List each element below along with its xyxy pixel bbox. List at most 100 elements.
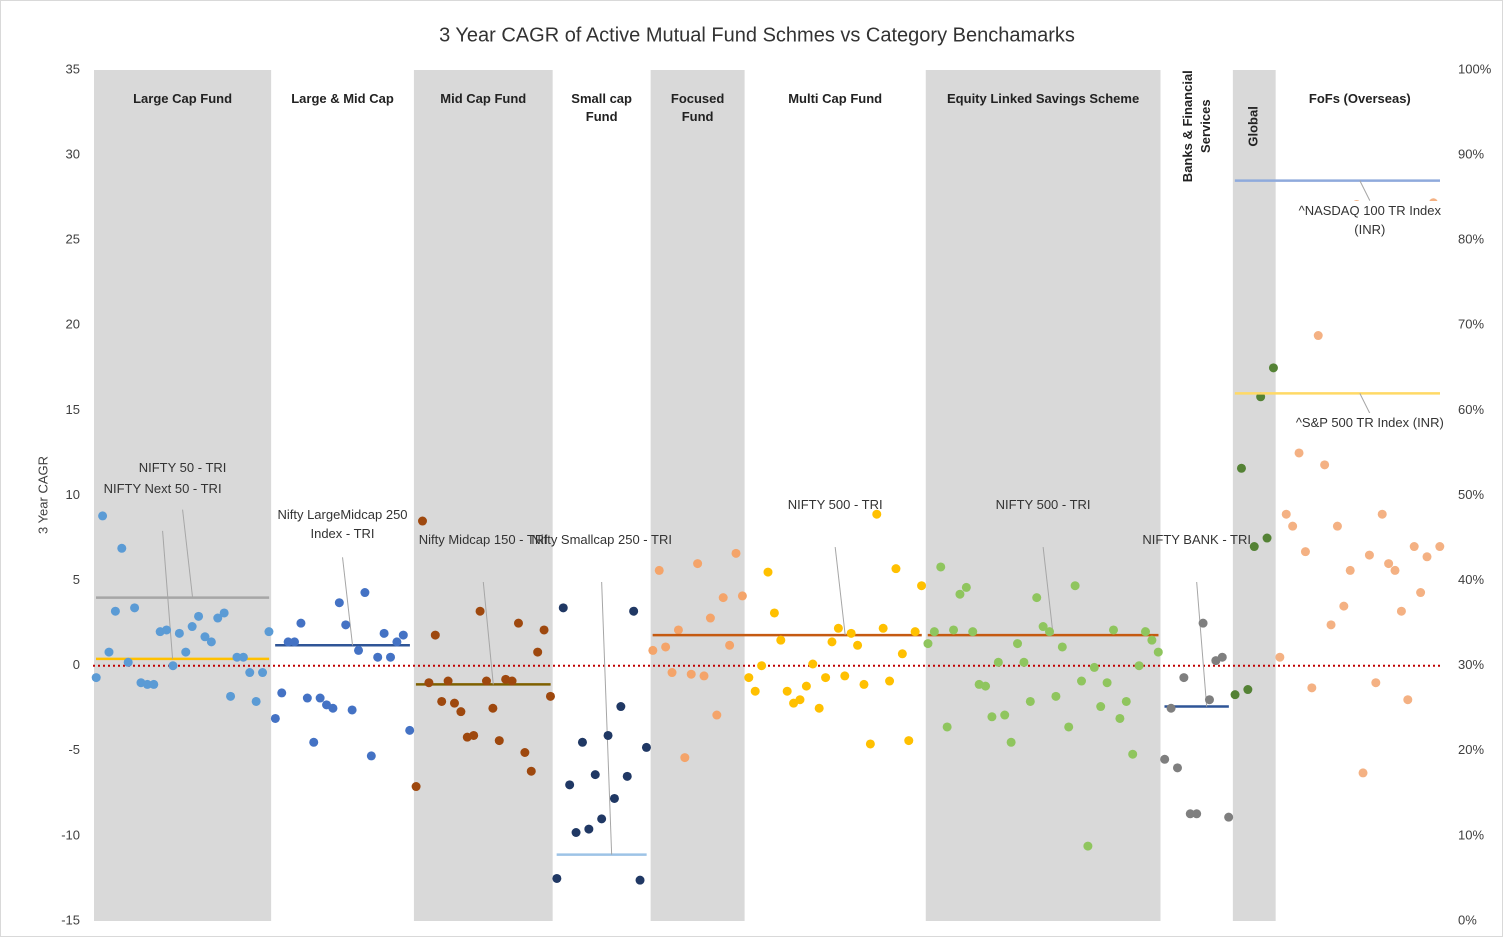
category-label: FoFs (Overseas) bbox=[1308, 91, 1411, 106]
data-point bbox=[1396, 606, 1406, 616]
data-point bbox=[1320, 460, 1330, 470]
data-point bbox=[654, 565, 664, 575]
category-label: Banks & Financial Services bbox=[1179, 70, 1213, 182]
data-point bbox=[213, 613, 223, 623]
category-band bbox=[413, 70, 553, 921]
data-point bbox=[91, 673, 101, 683]
data-point bbox=[513, 618, 523, 628]
data-point bbox=[373, 652, 383, 662]
category-band bbox=[94, 70, 272, 921]
y-tick-label: 10 bbox=[66, 487, 80, 502]
data-point bbox=[1332, 521, 1342, 531]
data-point bbox=[993, 657, 1003, 667]
data-point bbox=[1038, 622, 1048, 632]
data-point bbox=[168, 661, 178, 671]
data-point bbox=[1326, 620, 1336, 630]
data-point bbox=[1217, 652, 1227, 662]
data-point bbox=[328, 703, 338, 713]
benchmark-label: ^S&P 500 TR Index (INR) bbox=[1294, 413, 1445, 433]
data-point bbox=[437, 696, 447, 706]
data-point bbox=[418, 516, 428, 526]
data-point bbox=[475, 606, 485, 616]
y-tick-label: -10 bbox=[61, 827, 80, 842]
data-point bbox=[315, 693, 325, 703]
category-label: Small cap Fund bbox=[571, 91, 632, 124]
data-point bbox=[827, 637, 837, 647]
category-label: Multi Cap Fund bbox=[788, 91, 883, 106]
data-point bbox=[1147, 635, 1157, 645]
data-point bbox=[590, 770, 600, 780]
leader-line bbox=[342, 557, 354, 646]
data-point bbox=[123, 657, 133, 667]
data-point bbox=[1057, 642, 1067, 652]
data-point bbox=[1281, 509, 1291, 519]
data-point bbox=[737, 591, 747, 601]
data-point bbox=[283, 637, 293, 647]
data-point bbox=[411, 782, 421, 792]
chart-title: 3 Year CAGR of Active Mutual Fund Schmes… bbox=[439, 24, 1075, 46]
data-point bbox=[507, 676, 517, 686]
data-point bbox=[705, 613, 715, 623]
data-point bbox=[936, 562, 946, 572]
y2-tick-label: 40% bbox=[1458, 572, 1484, 587]
data-point bbox=[629, 606, 639, 616]
data-point bbox=[1300, 547, 1310, 557]
data-point bbox=[1128, 749, 1138, 759]
data-point bbox=[258, 668, 268, 678]
data-point bbox=[1096, 702, 1106, 712]
leader-line bbox=[482, 581, 494, 685]
category-band bbox=[1232, 70, 1276, 921]
data-point bbox=[571, 827, 581, 837]
data-point bbox=[347, 705, 357, 715]
y-tick-label: -15 bbox=[61, 912, 80, 927]
y2-tick-label: 80% bbox=[1458, 232, 1484, 247]
data-point bbox=[1140, 627, 1150, 637]
data-point bbox=[814, 703, 824, 713]
data-point bbox=[1236, 463, 1246, 473]
data-point bbox=[1422, 552, 1432, 562]
data-point bbox=[469, 730, 479, 740]
data-point bbox=[641, 742, 651, 752]
data-point bbox=[1006, 737, 1016, 747]
data-point bbox=[405, 725, 415, 735]
data-point bbox=[1275, 652, 1285, 662]
leader-line bbox=[1042, 547, 1054, 636]
benchmark-label: NIFTY 500 - TRI bbox=[787, 497, 883, 513]
y-tick-label: 15 bbox=[66, 402, 80, 417]
data-point bbox=[226, 691, 236, 701]
data-point bbox=[174, 628, 184, 638]
data-point bbox=[206, 637, 216, 647]
data-point bbox=[520, 748, 530, 758]
data-point bbox=[232, 652, 242, 662]
data-point bbox=[558, 603, 568, 613]
data-point bbox=[379, 628, 389, 638]
data-point bbox=[1371, 678, 1381, 688]
data-point bbox=[1409, 542, 1419, 552]
data-point bbox=[808, 659, 818, 669]
data-point bbox=[1364, 550, 1374, 560]
data-point bbox=[430, 630, 440, 640]
data-point bbox=[238, 652, 248, 662]
data-point bbox=[763, 567, 773, 577]
data-point bbox=[1025, 696, 1035, 706]
data-point bbox=[539, 625, 549, 635]
data-point bbox=[181, 647, 191, 657]
data-point bbox=[795, 695, 805, 705]
data-point bbox=[757, 661, 767, 671]
category-band bbox=[925, 70, 1161, 921]
data-point bbox=[891, 564, 901, 574]
data-point bbox=[341, 620, 351, 630]
data-point bbox=[961, 582, 971, 592]
data-point bbox=[110, 606, 120, 616]
data-point bbox=[1416, 588, 1426, 598]
leader-line bbox=[162, 530, 174, 659]
data-point bbox=[1051, 691, 1061, 701]
data-point bbox=[104, 647, 114, 657]
data-point bbox=[929, 627, 939, 637]
y2-tick-label: 20% bbox=[1458, 742, 1484, 757]
data-point bbox=[565, 780, 575, 790]
data-point bbox=[1000, 710, 1010, 720]
data-point bbox=[1070, 581, 1080, 591]
y-tick-label: 0 bbox=[73, 657, 80, 672]
benchmark-label: Nifty Smallcap 250 - TRI bbox=[531, 532, 672, 547]
